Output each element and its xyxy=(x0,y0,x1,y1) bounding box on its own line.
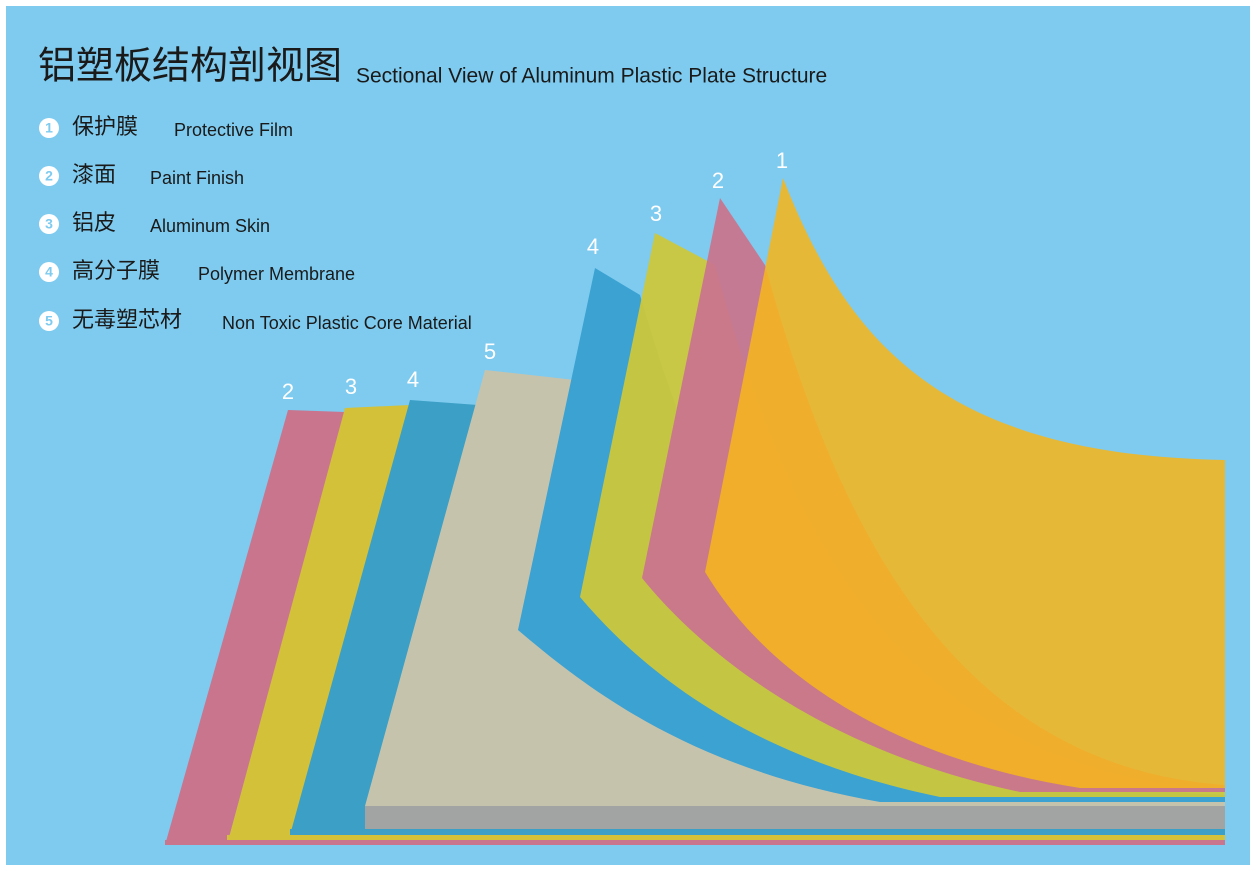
layer-label: 1 xyxy=(776,148,788,173)
legend-badge xyxy=(39,214,59,234)
legend-badge xyxy=(39,262,59,282)
layer-label: 2 xyxy=(712,168,724,193)
layer-label: 3 xyxy=(650,201,662,226)
layers xyxy=(165,178,1225,845)
legend-cn: 高分子膜 xyxy=(72,259,160,284)
legend-en: Non Toxic Plastic Core Material xyxy=(222,313,472,333)
legend-en: Paint Finish xyxy=(150,168,244,188)
legend-number: 2 xyxy=(45,168,53,184)
layer-label: 3 xyxy=(345,374,357,399)
polymer-strip xyxy=(290,829,1225,835)
layer-label: 4 xyxy=(587,234,599,259)
polymer-layer-bottom xyxy=(290,400,478,835)
aluminum-strip xyxy=(227,835,1225,840)
legend-badge xyxy=(39,118,59,138)
aluminum-layer-bottom xyxy=(227,405,410,845)
layer-label: 2 xyxy=(282,379,294,404)
title: 铝塑板结构剖视图 xyxy=(38,44,342,88)
paint-strip xyxy=(165,840,1225,845)
subtitle: Sectional View of Aluminum Plastic Plate… xyxy=(356,65,827,88)
legend-number: 4 xyxy=(45,264,53,280)
legend-en: Protective Film xyxy=(174,120,293,140)
legend-number: 1 xyxy=(45,120,53,136)
legend-number: 3 xyxy=(45,216,53,232)
legend-cn: 无毒塑芯材 xyxy=(72,308,182,333)
layer-labels: 2 3 4 5 4 3 2 1 xyxy=(282,148,788,404)
core-edge xyxy=(365,806,1225,829)
protective-film xyxy=(705,178,1225,788)
legend-badge xyxy=(39,166,59,186)
layer-label: 4 xyxy=(407,367,419,392)
legend-cn: 漆面 xyxy=(72,163,116,188)
layer-label: 5 xyxy=(484,339,496,364)
legend-cn: 保护膜 xyxy=(72,115,138,140)
legend: 1 保护膜 Protective Film 2 漆面 Paint Finish … xyxy=(39,115,472,333)
legend-number: 5 xyxy=(45,313,53,329)
paint-layer-bottom xyxy=(165,410,345,845)
legend-cn: 铝皮 xyxy=(72,211,116,236)
legend-en: Aluminum Skin xyxy=(150,216,270,236)
legend-en: Polymer Membrane xyxy=(198,264,355,284)
legend-badge xyxy=(39,311,59,331)
